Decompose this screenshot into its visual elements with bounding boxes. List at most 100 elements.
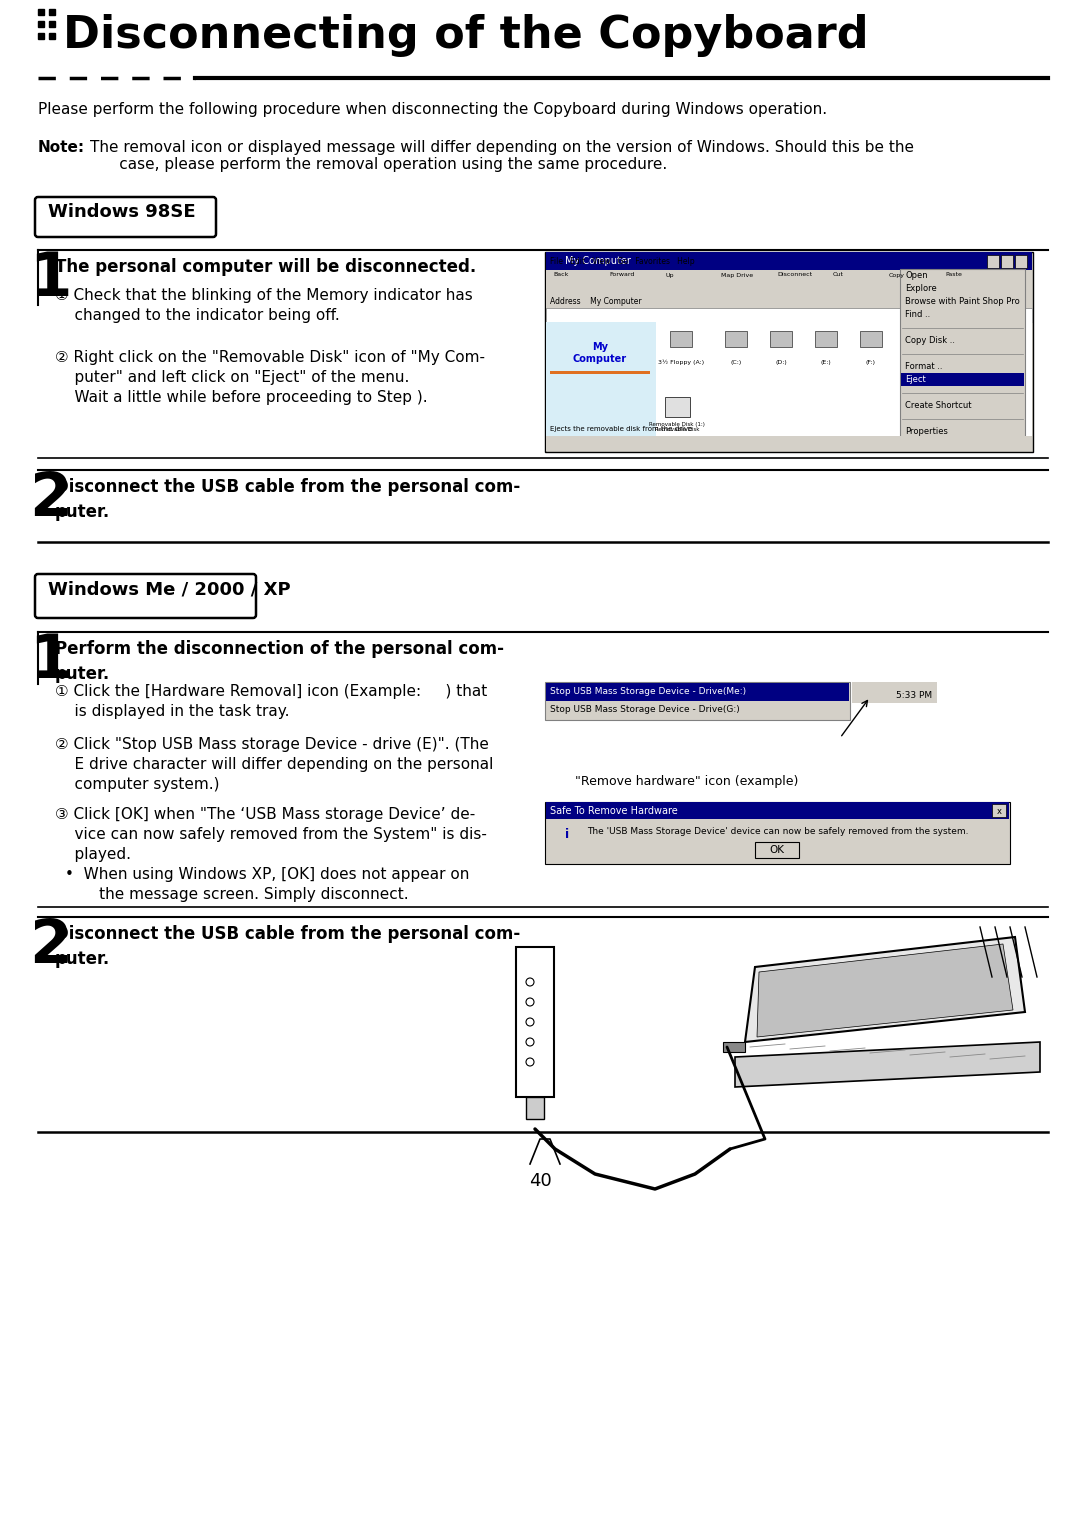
Text: Safe To Remove Hardware: Safe To Remove Hardware [550, 806, 678, 815]
Bar [38, 9, 44, 15]
Text: Browse with Paint Shop Pro: Browse with Paint Shop Pro [905, 298, 1020, 307]
Text: 2: 2 [29, 470, 71, 530]
Text: Copy Disk ..: Copy Disk .. [905, 336, 955, 345]
FancyBboxPatch shape [35, 197, 216, 237]
Text: Explore: Explore [905, 284, 936, 293]
Text: (E:): (E:) [821, 360, 832, 365]
Text: x: x [997, 807, 1001, 815]
Text: ② Right click on the "Removable Disk" icon of "My Com-
    puter" and left click: ② Right click on the "Removable Disk" ic… [55, 349, 485, 404]
Text: ③ Click [OK] when "The ‘USB Mass storage Device’ de-
    vice can now safely rem: ③ Click [OK] when "The ‘USB Mass storage… [55, 807, 487, 862]
Bar [852, 682, 937, 703]
Text: 2: 2 [29, 917, 71, 977]
Bar [901, 372, 1024, 386]
Text: ① Check that the blinking of the Memory indicator has
    changed to the indicat: ① Check that the blinking of the Memory … [55, 288, 473, 324]
Bar [545, 803, 1010, 864]
Text: Back: Back [553, 273, 568, 278]
Bar [550, 371, 650, 374]
Text: Disconnect the USB cable from the personal com-
puter.: Disconnect the USB cable from the person… [55, 478, 521, 520]
Text: Address    My Computer: Address My Computer [550, 296, 642, 305]
Bar [546, 285, 1032, 308]
Text: The personal computer will be disconnected.: The personal computer will be disconnect… [55, 258, 476, 276]
Text: The 'USB Mass Storage Device' device can now be safely removed from the system.: The 'USB Mass Storage Device' device can… [588, 827, 969, 836]
Bar [546, 803, 1009, 819]
Bar [1015, 255, 1027, 269]
Text: ② Click "Stop USB Mass storage Device - drive (E)". (The
    E drive character w: ② Click "Stop USB Mass storage Device - … [55, 737, 494, 792]
Bar [49, 9, 55, 15]
Text: •  When using Windows XP, [OK] does not appear on
       the message screen. Sim: • When using Windows XP, [OK] does not a… [65, 867, 470, 902]
Text: i: i [565, 827, 569, 841]
Text: Find ..: Find .. [905, 310, 930, 319]
Text: Ejects the removable disk from the drive: Ejects the removable disk from the drive [550, 426, 692, 432]
Text: Disconnecting of the Copyboard: Disconnecting of the Copyboard [63, 14, 868, 56]
Text: 5:33 PM: 5:33 PM [896, 690, 932, 699]
Text: Cut: Cut [833, 273, 843, 278]
Polygon shape [757, 945, 1013, 1038]
Text: Perform the disconnection of the personal com-
puter.: Perform the disconnection of the persona… [55, 639, 504, 684]
Polygon shape [735, 1042, 1040, 1087]
Text: Disconnect the USB cable from the personal com-
puter.: Disconnect the USB cable from the person… [55, 925, 521, 967]
Text: Stop USB Mass Storage Device - Drive(G:): Stop USB Mass Storage Device - Drive(G:) [550, 705, 740, 714]
Bar [49, 34, 55, 40]
Text: Windows 98SE: Windows 98SE [48, 203, 195, 221]
Circle shape [526, 978, 534, 986]
Bar [725, 331, 747, 346]
Text: Create Shortcut: Create Shortcut [905, 401, 972, 410]
Bar [516, 948, 554, 1097]
Bar [49, 21, 55, 27]
Text: 1: 1 [29, 250, 71, 308]
Bar [770, 331, 792, 346]
Circle shape [526, 1038, 534, 1045]
Bar [545, 252, 1032, 452]
Bar [546, 308, 1032, 322]
Bar [1001, 255, 1013, 269]
Text: (C:): (C:) [730, 360, 742, 365]
Text: 1: 1 [29, 632, 71, 691]
Bar [987, 255, 999, 269]
Bar [38, 21, 44, 27]
Text: 3½ Floppy (A:): 3½ Floppy (A:) [658, 360, 704, 365]
Text: Format ..: Format .. [905, 362, 943, 371]
Circle shape [526, 998, 534, 1006]
Bar [815, 331, 837, 346]
FancyBboxPatch shape [35, 574, 256, 618]
Text: 40: 40 [528, 1172, 552, 1190]
Text: Up: Up [665, 273, 674, 278]
Bar [723, 1042, 745, 1051]
Text: Properties: Properties [905, 427, 948, 436]
Bar [755, 842, 799, 858]
Bar [665, 397, 690, 417]
Bar [546, 436, 1032, 452]
Text: Forward: Forward [609, 273, 634, 278]
Text: Stop USB Mass Storage Device - Drive(Me:): Stop USB Mass Storage Device - Drive(Me:… [550, 688, 746, 696]
Text: Note:: Note: [38, 140, 85, 156]
Text: "Remove hardware" icon (example): "Remove hardware" icon (example) [575, 775, 798, 787]
Bar [526, 1097, 544, 1119]
Bar [860, 331, 882, 346]
Bar [993, 804, 1005, 816]
Text: OK: OK [769, 845, 784, 855]
Text: (F:): (F:) [866, 360, 876, 365]
Bar [670, 331, 692, 346]
Text: My Computer: My Computer [565, 256, 631, 266]
Bar [546, 270, 1032, 285]
Bar [546, 322, 656, 436]
Circle shape [526, 1018, 534, 1025]
Text: (D:): (D:) [775, 360, 787, 365]
Bar [900, 269, 1025, 438]
Circle shape [526, 1058, 534, 1067]
Text: ① Click the [Hardware Removal] icon (Example:     ) that
    is displayed in the: ① Click the [Hardware Removal] icon (Exa… [55, 684, 487, 719]
Text: Open: Open [905, 272, 928, 279]
Polygon shape [745, 937, 1025, 1042]
Text: Removable Disk (1:)
Removable Disk: Removable Disk (1:) Removable Disk [649, 421, 705, 432]
Bar [546, 684, 849, 700]
Text: The removal icon or displayed message will differ depending on the version of Wi: The removal icon or displayed message wi… [90, 140, 914, 172]
Text: Copy: Copy [889, 273, 905, 278]
Bar [546, 322, 1032, 436]
Text: Please perform the following procedure when disconnecting the Copyboard during W: Please perform the following procedure w… [38, 102, 827, 118]
Text: Eject: Eject [905, 375, 926, 385]
Text: Paste: Paste [945, 273, 962, 278]
Text: Disconnect: Disconnect [777, 273, 812, 278]
Bar [38, 34, 44, 40]
Text: Windows Me / 2000 / XP: Windows Me / 2000 / XP [48, 580, 291, 598]
Bar [545, 682, 850, 720]
